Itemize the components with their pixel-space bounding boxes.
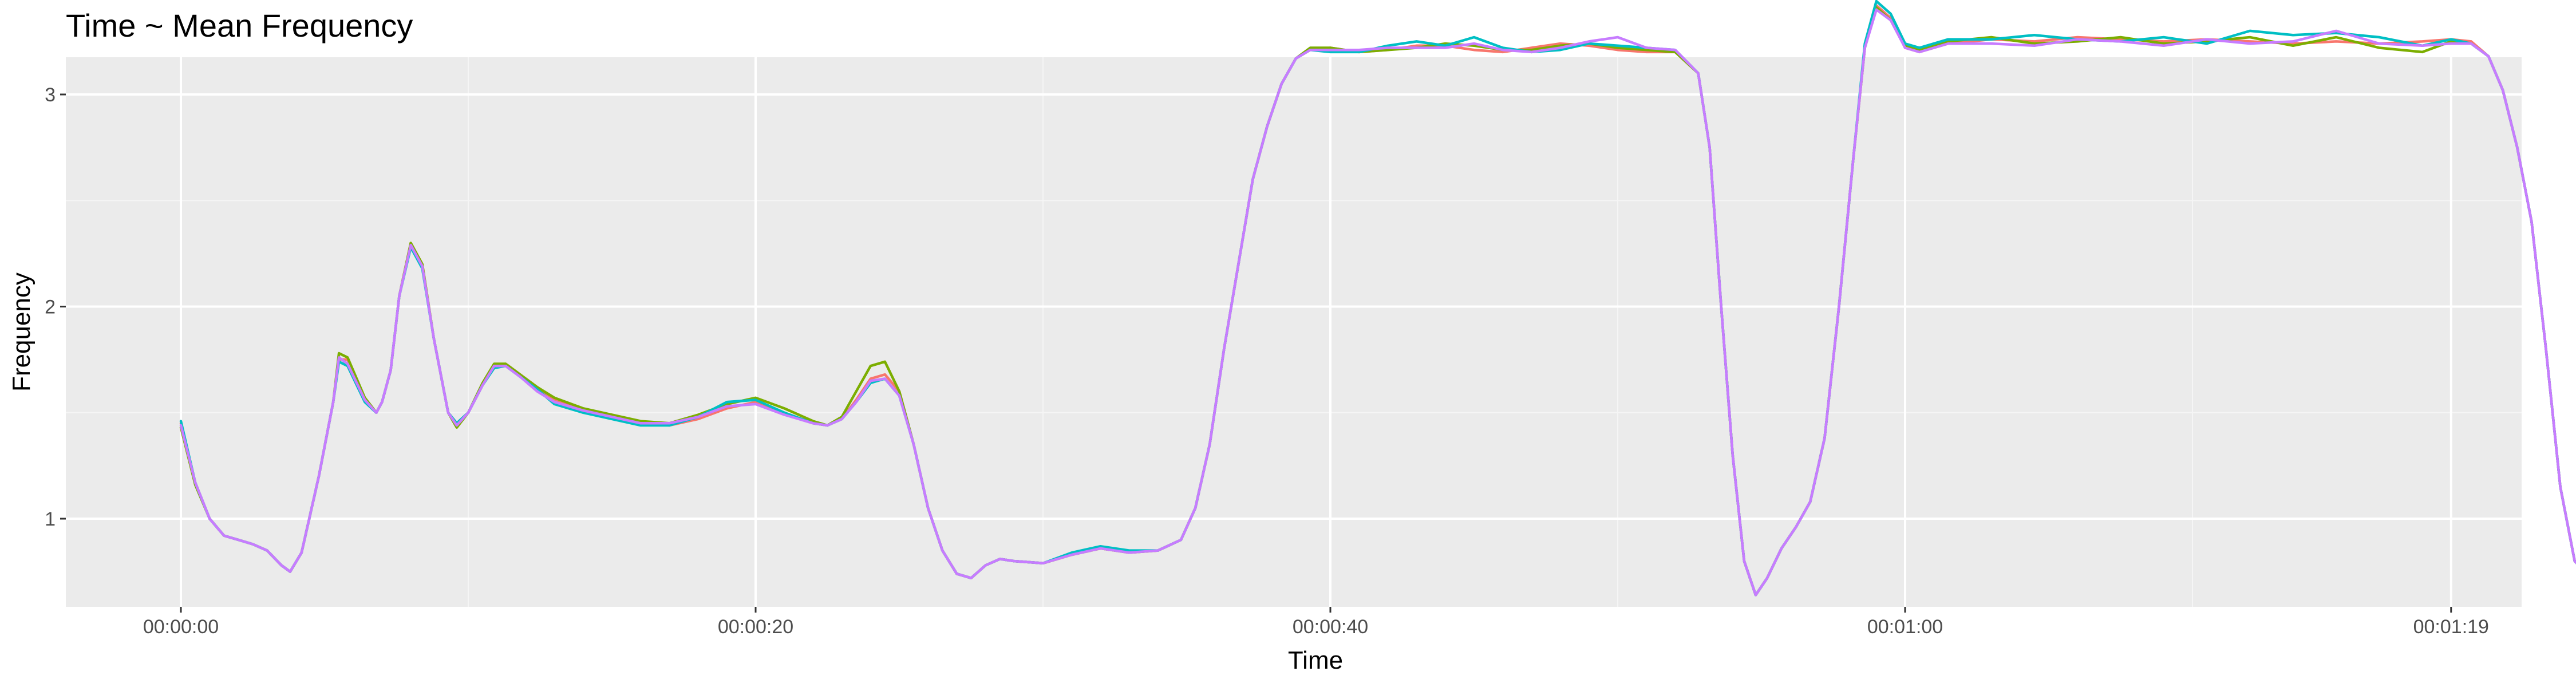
x-tick-label: 00:01:19	[2413, 616, 2489, 638]
grid-lines	[66, 57, 2522, 607]
x-tick-label: 00:00:20	[718, 616, 793, 638]
series-lines	[179, 0, 2576, 597]
chart-title: Time ~ Mean Frequency	[66, 7, 413, 44]
y-tick-label: 3	[45, 84, 56, 106]
y-tick-label: 2	[45, 297, 56, 318]
y-axis-title: Frequency	[7, 273, 35, 392]
y-tick-label: 1	[45, 508, 56, 530]
axes: 00:00:00 00:00:20 00:00:40 00:01:00 00:01:19…	[45, 84, 2489, 638]
x-axis-title: Time	[1288, 646, 1343, 674]
x-tick-label: 00:01:00	[1867, 616, 1943, 638]
x-tick-label: 00:00:00	[143, 616, 219, 638]
x-tick-label: 00:00:40	[1293, 616, 1368, 638]
plot-panel	[66, 57, 2522, 607]
series-line-4	[179, 8, 2576, 597]
